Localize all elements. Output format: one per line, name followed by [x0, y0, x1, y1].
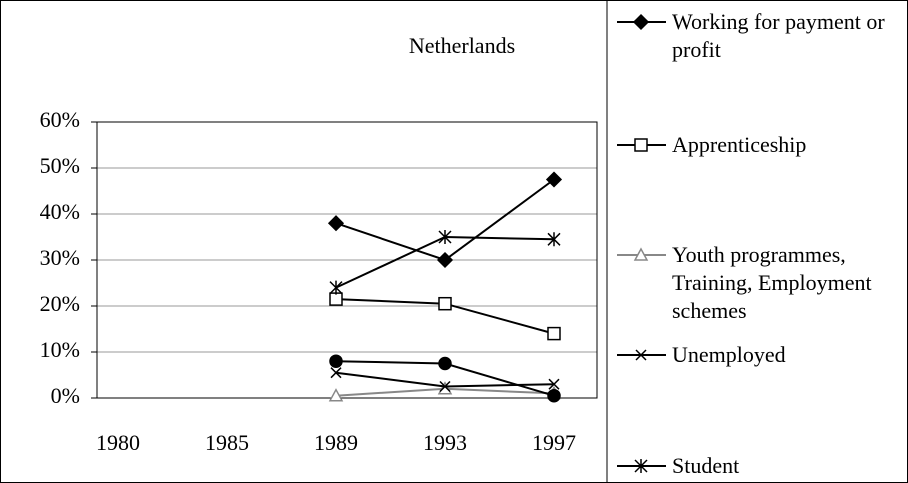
y-tick-label: 0% [51, 383, 80, 408]
marker [436, 251, 454, 269]
marker [329, 280, 343, 295]
legend-label: Youth programmes, Training, Employment s… [672, 242, 872, 323]
legend-label: Student [672, 453, 740, 478]
marker [545, 171, 563, 188]
legend-label: Working for payment or profit [672, 9, 885, 62]
marker [547, 326, 561, 341]
y-tick-label: 60% [40, 107, 80, 132]
x-tick-label: 1985 [205, 430, 249, 455]
y-tick-label: 40% [40, 199, 80, 224]
legend-marker [633, 247, 649, 261]
chart-title: Netherlands [409, 33, 515, 58]
y-tick-label: 30% [40, 245, 80, 270]
y-tick-label: 20% [40, 291, 80, 316]
marker [438, 230, 452, 244]
x-tick-label: 1980 [96, 430, 140, 455]
marker [438, 296, 452, 311]
x-tick-label: 1997 [532, 430, 576, 455]
marker [328, 388, 344, 402]
marker [329, 354, 343, 368]
legend-label: Unemployed [672, 342, 786, 367]
x-tick-label: 1993 [423, 430, 467, 455]
marker [548, 378, 560, 390]
y-tick-label: 50% [40, 153, 80, 178]
marker [438, 356, 452, 371]
marker [437, 381, 453, 395]
legend-marker [634, 138, 648, 152]
x-tick-label: 1989 [314, 430, 358, 455]
marker [329, 292, 343, 306]
legend-marker [634, 459, 648, 473]
marker [330, 367, 342, 379]
plot-area [96, 121, 598, 399]
marker [547, 232, 561, 247]
marker [439, 380, 451, 393]
y-tick-label: 10% [40, 337, 80, 362]
legend-marker [632, 13, 650, 31]
legend-label: Apprenticeship [672, 132, 807, 157]
marker [327, 215, 345, 232]
marker [547, 388, 561, 403]
series-line [335, 178, 555, 262]
legend-marker [635, 349, 647, 361]
